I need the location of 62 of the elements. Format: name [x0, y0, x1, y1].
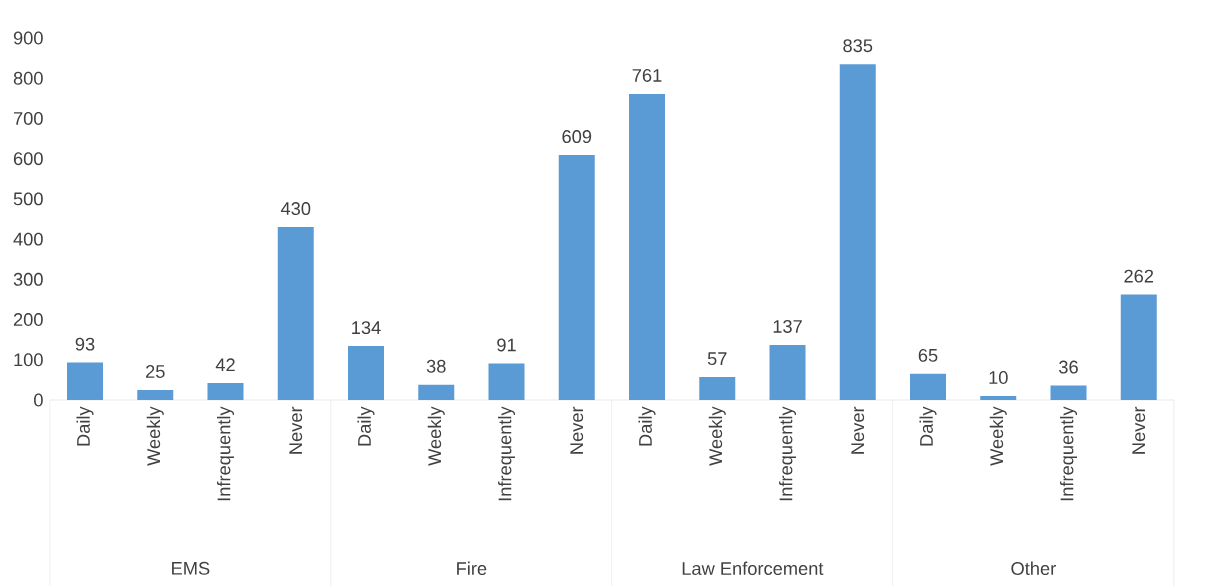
y-tick-label: 600 [13, 152, 43, 166]
x-axis-title: Other [1011, 561, 1056, 576]
bar [277, 227, 314, 400]
x-tick-label: Infrequently [216, 406, 235, 501]
bar [699, 377, 736, 400]
bar [1120, 294, 1157, 400]
y-tick-label: 200 [13, 313, 43, 327]
x-axis-title: Law Enforcement [682, 561, 824, 576]
bar [980, 395, 1017, 400]
x-tick-label: Never [289, 406, 303, 454]
x-tick-label: Weekly [708, 406, 726, 466]
x-tick-label: Never [1132, 406, 1146, 454]
data-label: 38 [426, 359, 446, 373]
data-label: 137 [773, 319, 802, 333]
data-label: 25 [146, 365, 165, 378]
x-tick-label: Infrequently [497, 406, 516, 501]
bar [769, 344, 806, 400]
y-tick-label: 500 [13, 192, 43, 206]
x-tick-label: Never [570, 406, 584, 454]
x-tick-label: Daily [76, 406, 94, 446]
x-tick-label: Infrequently [778, 406, 797, 501]
x-tick-label: Weekly [146, 406, 164, 466]
data-label: 10 [989, 371, 1008, 384]
data-label: 36 [1059, 360, 1078, 374]
x-tick-label: Never [851, 406, 865, 454]
bar [839, 64, 876, 400]
data-label: 761 [632, 68, 662, 82]
data-label: 91 [497, 338, 516, 352]
x-tick-label: Weekly [989, 406, 1007, 466]
y-tick-label: 100 [14, 353, 43, 367]
bar [910, 373, 947, 400]
x-tick-label: Daily [919, 406, 937, 446]
bar [1050, 385, 1087, 400]
y-tick-label: 900 [13, 31, 43, 45]
data-label: 57 [707, 352, 727, 366]
x-tick-label: Daily [357, 406, 375, 446]
bar [488, 363, 525, 400]
bar [418, 384, 455, 400]
bar [629, 93, 665, 400]
data-label: 262 [1124, 269, 1154, 283]
y-tick-label: 0 [34, 393, 43, 407]
bar [207, 383, 244, 400]
data-label: 65 [918, 348, 938, 362]
data-label: 609 [562, 130, 592, 144]
x-tick-label: Daily [638, 406, 656, 446]
bar [67, 362, 103, 400]
y-tick-label: 700 [13, 111, 43, 125]
data-label: 134 [352, 321, 381, 335]
y-tick-label: 800 [13, 71, 43, 85]
x-tick-label: Weekly [427, 406, 445, 466]
y-tick-label: 400 [13, 232, 43, 246]
bar [558, 155, 595, 400]
data-label: 42 [215, 358, 235, 372]
data-label: 835 [843, 39, 873, 53]
y-tick-label: 300 [13, 272, 43, 286]
x-axis-title: Fire [457, 561, 487, 576]
bar [348, 346, 384, 400]
x-tick-label: Infrequently [1059, 406, 1078, 501]
data-label: 430 [280, 202, 311, 216]
bar [137, 389, 174, 400]
x-axis-title: EMS [172, 561, 210, 575]
data-label: 93 [75, 337, 95, 351]
